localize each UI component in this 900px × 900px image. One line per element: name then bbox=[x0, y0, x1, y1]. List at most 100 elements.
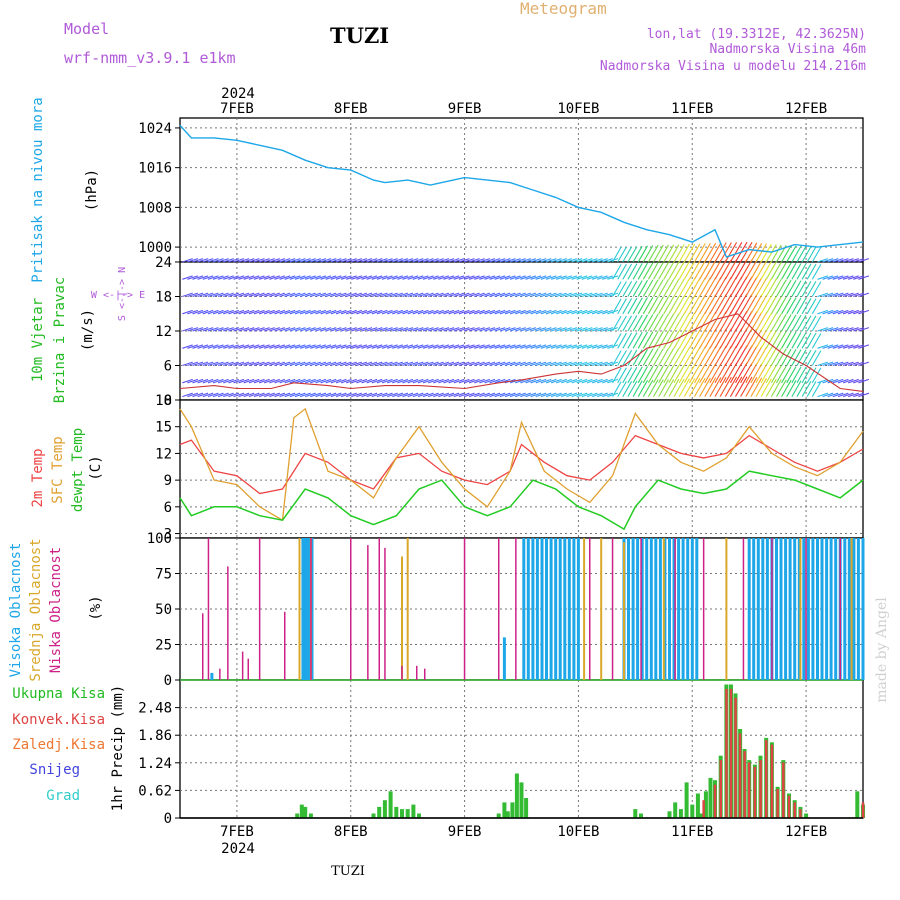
precip-conv-bar bbox=[734, 697, 737, 818]
wind-barb bbox=[806, 350, 817, 366]
wind-barb bbox=[494, 275, 506, 280]
wind-barb bbox=[509, 309, 521, 315]
wind-barb bbox=[653, 262, 664, 280]
wind-barb bbox=[238, 392, 250, 398]
wind-barb bbox=[627, 380, 638, 397]
wind-barb bbox=[724, 345, 738, 366]
wind-barb bbox=[484, 361, 496, 367]
wind-barb bbox=[704, 260, 717, 280]
wind-barb bbox=[663, 296, 675, 315]
wind-barb bbox=[371, 292, 383, 298]
wind-barb bbox=[683, 378, 696, 397]
wind-barb bbox=[786, 245, 797, 263]
wind-barb bbox=[294, 344, 306, 349]
wind-barb bbox=[740, 311, 753, 332]
wind-barb bbox=[658, 313, 669, 332]
wind-barb bbox=[658, 348, 669, 366]
wind-barb bbox=[376, 292, 388, 298]
wind-barb bbox=[848, 292, 859, 298]
wind-barb bbox=[223, 392, 234, 398]
wind-barb bbox=[817, 292, 829, 298]
wind-barb bbox=[530, 344, 542, 349]
wind-barb bbox=[637, 280, 648, 297]
precip-total-bar bbox=[382, 800, 387, 818]
wind-barb bbox=[796, 263, 807, 280]
cloud-low-bar bbox=[384, 547, 386, 680]
wind-barb bbox=[545, 309, 557, 315]
wind-barb bbox=[530, 327, 542, 332]
wind-barb bbox=[315, 327, 327, 332]
wind-barb bbox=[637, 297, 648, 315]
wind-barb bbox=[463, 327, 475, 332]
wind-barb bbox=[223, 344, 234, 349]
wind-barb bbox=[274, 361, 286, 367]
wind-barb bbox=[520, 258, 531, 263]
cloud-high-bar bbox=[681, 538, 685, 680]
wind-barb bbox=[192, 309, 204, 315]
wind-barb bbox=[422, 275, 434, 280]
wind-barb bbox=[458, 378, 470, 384]
wind-barb bbox=[412, 275, 424, 280]
precip-total-bar bbox=[673, 802, 678, 818]
wind-barb bbox=[729, 293, 743, 315]
wind-barb bbox=[622, 350, 633, 366]
y-tick-label: 18 bbox=[155, 393, 172, 409]
wind-barb bbox=[781, 245, 792, 263]
precip-total-bar bbox=[377, 806, 382, 818]
wind-barb bbox=[745, 277, 758, 297]
wind-barb bbox=[284, 327, 296, 332]
wind-barb bbox=[253, 275, 265, 280]
wind-barb bbox=[274, 327, 286, 332]
wind-barb bbox=[371, 258, 383, 263]
wind-barb bbox=[366, 258, 378, 263]
wind-barb bbox=[591, 327, 603, 332]
y-tick-label: 12 bbox=[155, 324, 172, 340]
wind-barb bbox=[463, 258, 475, 263]
wind-barb bbox=[566, 378, 578, 384]
wind-barb bbox=[658, 279, 669, 297]
wind-barb bbox=[561, 309, 572, 315]
wind-barb bbox=[540, 275, 552, 280]
wind-barb bbox=[289, 344, 301, 349]
wind-barb bbox=[412, 327, 424, 332]
wind-barb bbox=[612, 333, 622, 349]
wind-barb bbox=[735, 259, 748, 280]
wind-barb bbox=[561, 361, 572, 367]
chart-marks bbox=[179, 124, 865, 819]
cloud-high-bar bbox=[631, 538, 635, 680]
wind-barb bbox=[351, 327, 362, 332]
wind-barb bbox=[438, 309, 450, 315]
cloud-high-bar bbox=[802, 538, 806, 680]
wind-barb bbox=[842, 327, 854, 332]
wind-barb bbox=[182, 309, 193, 315]
wind-barb bbox=[571, 258, 583, 263]
wind-barb bbox=[848, 309, 859, 315]
wind-barb bbox=[765, 378, 777, 397]
wind-barb bbox=[264, 327, 275, 332]
wind-barb bbox=[688, 260, 701, 280]
wind-barb bbox=[197, 275, 209, 280]
wind-barb bbox=[540, 378, 552, 384]
wind-barb bbox=[791, 263, 802, 280]
wind-barb bbox=[858, 258, 870, 263]
wind-barb bbox=[346, 275, 357, 280]
wind-barb bbox=[637, 366, 648, 384]
cloud-low-bar bbox=[227, 566, 229, 680]
wind-barb bbox=[458, 309, 470, 315]
wind-barb bbox=[550, 275, 562, 280]
wind-barb bbox=[714, 328, 727, 349]
wind-barb bbox=[817, 309, 829, 315]
cloud-low-bar bbox=[805, 538, 807, 680]
wind-barb bbox=[182, 327, 193, 332]
precip-total-bar bbox=[678, 809, 683, 818]
wind-barb bbox=[632, 380, 643, 397]
wind-barb bbox=[202, 327, 214, 332]
wind-barb bbox=[545, 392, 557, 398]
wind-barb bbox=[453, 275, 465, 280]
wind-barb bbox=[182, 344, 193, 349]
cloud-low-bar bbox=[258, 538, 261, 680]
wind-barb bbox=[397, 275, 409, 280]
wind-barb bbox=[223, 292, 234, 298]
wind-barb bbox=[607, 309, 619, 315]
wind-barb bbox=[811, 381, 822, 397]
